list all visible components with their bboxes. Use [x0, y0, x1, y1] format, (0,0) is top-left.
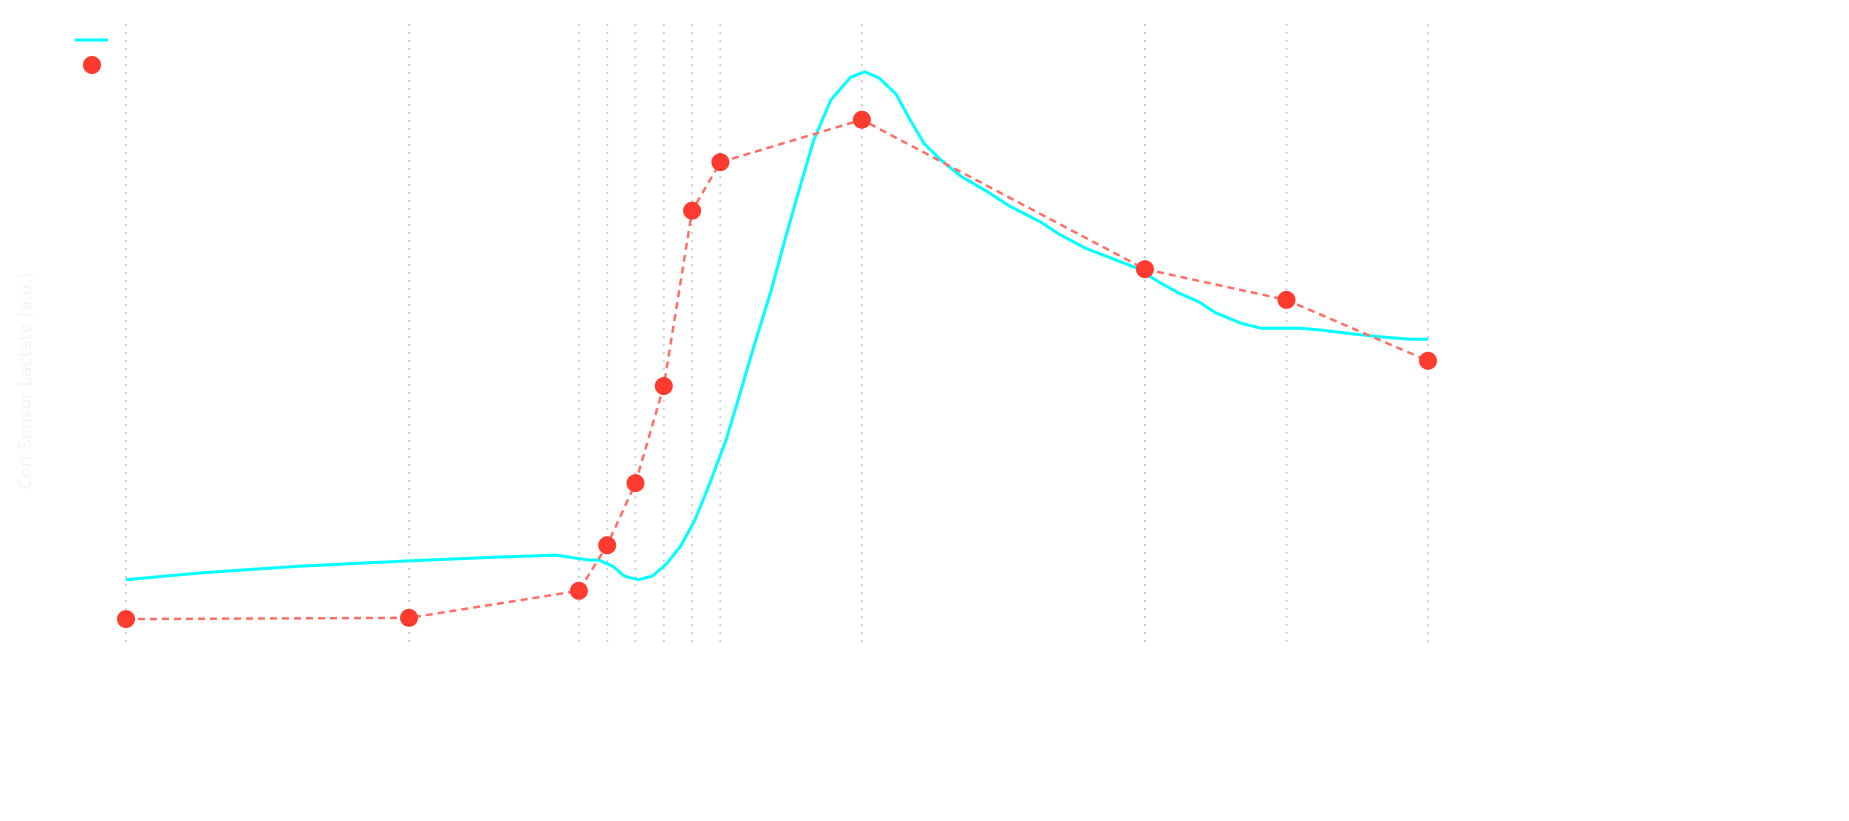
legend-marker-swatch [83, 56, 101, 74]
data-point [711, 153, 730, 172]
data-point [400, 608, 419, 627]
series-dashed-line [125, 118, 1429, 621]
data-point [626, 474, 645, 493]
data-point [1277, 290, 1296, 309]
series-line [125, 70, 1428, 582]
data-point [1135, 260, 1154, 279]
data-point [683, 201, 702, 220]
series [117, 70, 1437, 629]
data-point [654, 377, 673, 396]
data-point [598, 536, 617, 555]
data-point [569, 581, 588, 600]
legend [75, 38, 108, 74]
data-point [1419, 351, 1437, 370]
grid-lines [125, 24, 1429, 642]
y-axis-label: Cori Sensor Lactate (a.u.) [16, 272, 36, 490]
data-point [852, 110, 871, 129]
data-point [117, 610, 135, 629]
